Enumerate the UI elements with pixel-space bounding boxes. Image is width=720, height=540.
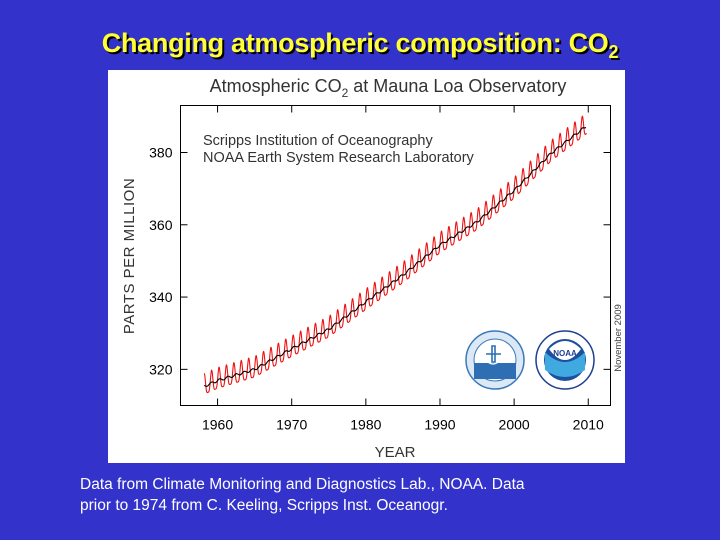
source-line-1: Scripps Institution of Oceanography — [203, 133, 433, 149]
noaa-logo: NOAA — [535, 330, 595, 390]
caption: Data from Climate Monitoring and Diagnos… — [80, 474, 640, 516]
x-tick-label: 1970 — [276, 417, 307, 433]
chart-title-main: Atmospheric CO — [210, 76, 342, 96]
slide-title-text: Changing atmospheric composition: CO — [101, 28, 609, 58]
co2-chart: Atmospheric CO2 at Mauna Loa Observatory… — [121, 76, 624, 461]
x-tick-label: 1980 — [350, 417, 381, 433]
series-annual-trend-line — [203, 127, 587, 388]
slide-title: Changing atmospheric composition: CO2 — [0, 28, 720, 62]
series-monthly-line — [203, 115, 588, 394]
plot-frame — [180, 105, 611, 406]
x-tick-label: 2000 — [499, 417, 530, 433]
scripps-logo — [465, 330, 525, 390]
x-tick-label: 1960 — [202, 417, 233, 433]
axis-tick-labels: 1960 1970 1980 1990 2000 2010 320 340 360 380 — [149, 144, 604, 432]
source-line-2: NOAA Earth System Research Laboratory — [203, 150, 475, 166]
axis-ticks — [180, 105, 611, 406]
caption-line-2: prior to 1974 from C. Keeling, Scripps I… — [80, 497, 448, 514]
x-tick-label: 2010 — [573, 417, 604, 433]
y-tick-label: 320 — [149, 361, 173, 377]
chart-title: Atmospheric CO2 at Mauna Loa Observatory — [210, 76, 567, 100]
y-tick-label: 380 — [149, 144, 173, 160]
x-tick-label: 1990 — [424, 417, 455, 433]
y-axis-label: PARTS PER MILLION — [121, 178, 138, 334]
date-note: November 2009 — [613, 304, 624, 372]
chart-title-tail: at Mauna Loa Observatory — [348, 76, 566, 96]
y-tick-label: 340 — [149, 289, 173, 305]
chart-panel: Atmospheric CO2 at Mauna Loa Observatory… — [108, 70, 625, 463]
noaa-logo-text: NOAA — [553, 349, 577, 358]
x-axis-label: YEAR — [375, 444, 416, 461]
slide-title-subscript: 2 — [608, 42, 619, 62]
y-tick-label: 360 — [149, 217, 173, 233]
chart-title-subscript: 2 — [342, 86, 349, 100]
caption-line-1: Data from Climate Monitoring and Diagnos… — [80, 476, 525, 493]
